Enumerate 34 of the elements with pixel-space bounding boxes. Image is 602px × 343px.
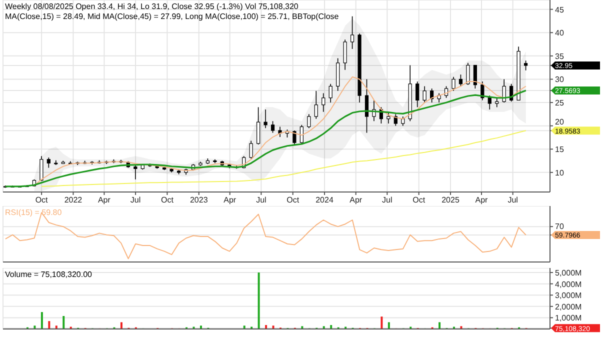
x-tick-label: Jul — [382, 196, 393, 205]
x-tick-label: Oct — [412, 196, 426, 205]
y-tick-label: 1,000M — [555, 314, 582, 323]
chart-title: Weekly 08/08/2025 Open 33.4, Hi 34, Lo 31.9, Close 32.95 (-1.3%) Vol 75,108,320 — [5, 2, 300, 12]
x-tick-label: Oct — [160, 196, 174, 205]
x-tick-label: Apr — [98, 196, 111, 205]
x-tick-label: Jul — [508, 196, 518, 205]
chart-title: RSI(15) = 59.80 — [5, 208, 62, 218]
x-tick-label: 2024 — [316, 196, 334, 205]
y-tick-label: 45 — [555, 5, 564, 14]
y-tick-label: 3,000M — [555, 291, 582, 300]
x-tick-label: Apr — [350, 196, 362, 205]
y-tick-label: 35 — [555, 52, 564, 61]
x-tick-label: 2025 — [442, 196, 460, 205]
x-tick-label: Oct — [35, 196, 49, 205]
y-tick-label: 40 — [555, 28, 564, 38]
y-tick-label: 70 — [555, 222, 564, 231]
y-tick-label: 2,000M — [555, 302, 582, 312]
text: MA(Close,15) = 28.49, Mid MA(Close,45) = 27.99, Long MA(Close,100) = 25.71, BBTop(Close — [5, 12, 339, 22]
y-tick-label: 15 — [555, 145, 564, 154]
y-tick-label: 30 — [555, 75, 564, 84]
y-tick-label: 10 — [555, 168, 564, 178]
y-tick-label: 5,000M — [555, 268, 582, 278]
x-tick-label: Oct — [286, 196, 300, 205]
y-tick-label: 25 — [555, 98, 564, 108]
chart-title: Volume = 75,108,320.00 — [5, 270, 92, 280]
x-tick-label: Apr — [224, 196, 236, 205]
y-tick-label: 4,000M — [555, 280, 582, 289]
x-tick-label: Apr — [475, 196, 488, 205]
y-tick-label: 20 — [555, 118, 564, 127]
x-tick-label: Jul — [256, 196, 267, 205]
x-tick-label: 2023 — [190, 196, 208, 205]
x-tick-label: Jul — [130, 196, 141, 205]
x-tick-label: 2022 — [64, 196, 83, 205]
